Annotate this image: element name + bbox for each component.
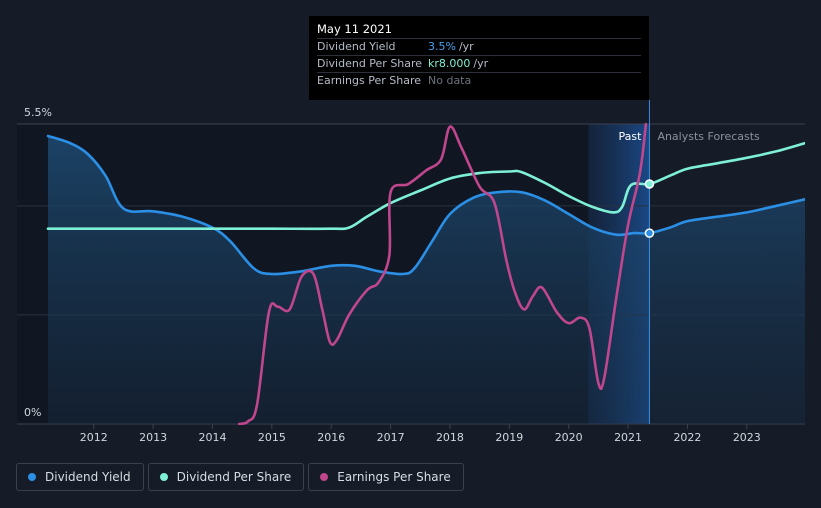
legend-item-earnings-per-share[interactable]: Earnings Per Share: [308, 463, 464, 491]
dividend-yield-marker[interactable]: [644, 228, 655, 238]
tooltip-row-dividend-per-share: Dividend Per Share kr8.000 /yr: [317, 56, 641, 73]
dividend-per-share-line: [46, 141, 805, 231]
earnings-per-share-line: [237, 122, 648, 425]
dividend-yield-line: [46, 134, 805, 276]
tooltip-value: 3.5%: [428, 40, 456, 53]
x-tick-label: 2020: [555, 431, 583, 444]
tooltip-label: Dividend Yield: [317, 40, 396, 53]
tooltip-value: kr8.000: [428, 57, 471, 70]
legend-item-dividend-yield[interactable]: Dividend Yield: [16, 463, 144, 491]
x-tick-label: 2021: [614, 431, 642, 444]
x-tick-label: 2016: [317, 431, 345, 444]
tooltip-date: May 11 2021: [317, 20, 641, 39]
x-tick-label: 2017: [377, 431, 405, 444]
legend-label: Earnings Per Share: [337, 470, 451, 484]
x-tick-label: 2015: [258, 431, 286, 444]
past-label: Past: [619, 130, 643, 143]
x-tick-label: 2013: [139, 431, 167, 444]
legend-dot-icon: [28, 473, 36, 481]
legend-item-dividend-per-share[interactable]: Dividend Per Share: [147, 463, 305, 491]
legend-dot-icon: [159, 473, 168, 481]
analysts-forecasts-label: Analysts Forecasts: [657, 130, 760, 143]
legend: Dividend Yield Dividend Per Share Earnin…: [16, 463, 464, 491]
tooltip-value: No data: [428, 74, 472, 87]
tooltip-unit: /yr: [458, 40, 474, 53]
tooltip-label: Dividend Per Share: [317, 57, 423, 70]
x-tick-label: 2022: [673, 431, 701, 444]
legend-dot-icon: [320, 473, 329, 481]
y-tick-label-max: 5.5%: [24, 106, 52, 119]
tooltip-row-dividend-yield: Dividend Yield 3.5% /yr: [317, 39, 641, 56]
y-tick-label-min: 0%: [24, 406, 41, 419]
x-tick-label: 2012: [80, 431, 108, 444]
legend-label: Dividend Per Share: [176, 470, 292, 484]
x-tick-label: 2018: [436, 431, 464, 444]
x-tick-label: 2023: [733, 431, 761, 444]
legend-label: Dividend Yield: [45, 470, 131, 484]
dividend-per-share-marker[interactable]: [644, 179, 655, 189]
tooltip-row-earnings-per-share: Earnings Per Share No data: [317, 73, 641, 89]
x-tick-label: 2019: [495, 431, 523, 444]
tooltip: May 11 2021 Dividend Yield 3.5% /yr Divi…: [309, 16, 649, 100]
dividend-yield-area: [48, 136, 805, 424]
tooltip-label: Earnings Per Share: [317, 74, 422, 87]
x-tick-label: 2014: [198, 431, 226, 444]
chart: 2012 2013 2014 2015 2016 2017 2018 2019 2020 2021…: [17, 100, 805, 444]
tooltip-unit: /yr: [473, 57, 489, 70]
